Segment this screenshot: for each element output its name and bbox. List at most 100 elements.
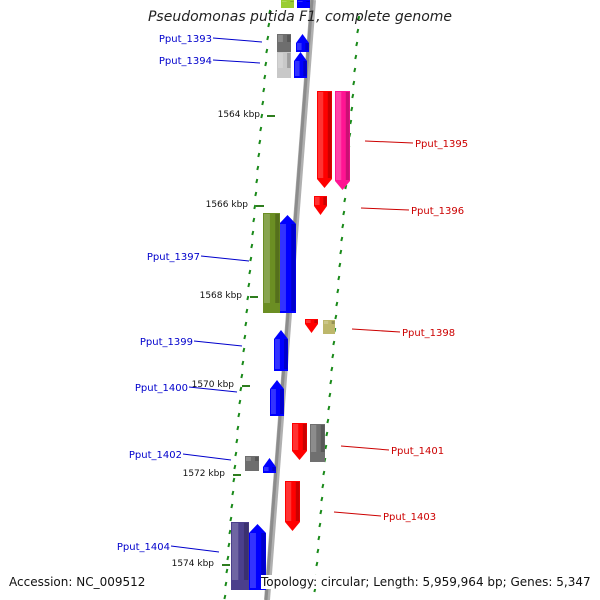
label-leader-line: [170, 545, 220, 553]
gc-dot: [252, 217, 256, 223]
gc-dot: [315, 561, 319, 567]
gc-dot: [328, 392, 332, 398]
gc-dot: [224, 581, 228, 587]
label-leader-line: [212, 59, 261, 64]
gene-label: Pput_1393: [159, 34, 212, 45]
gc-dot: [329, 379, 333, 385]
gc-dot: [263, 74, 267, 80]
gc-dot: [231, 490, 235, 496]
gc-dot: [229, 516, 233, 522]
gene-label: Pput_1395: [415, 139, 468, 150]
gc-dot: [253, 204, 257, 210]
gc-dot: [351, 93, 355, 99]
gc-dot: [246, 295, 250, 301]
gc-dot: [356, 28, 360, 34]
gene-arrow: [292, 423, 307, 460]
gc-dot: [259, 126, 263, 132]
gc-dot: [320, 496, 324, 502]
gc-dot: [268, 9, 272, 15]
gc-dot: [316, 548, 320, 554]
page-title: Pseudomonas putida F1, complete genome: [147, 9, 453, 25]
scale-tick-label: 1570 kbp: [192, 380, 235, 390]
gene-block: [277, 52, 291, 78]
gene-label: Pput_1396: [411, 206, 464, 217]
label-leader-line: [360, 207, 410, 211]
gc-dot: [238, 399, 242, 405]
gc-dot: [330, 366, 334, 372]
gc-dot: [317, 535, 321, 541]
gene-arrow: [294, 52, 307, 78]
gene-arrow: [305, 319, 318, 333]
gc-dot: [234, 451, 238, 457]
label-leader-line: [212, 37, 263, 43]
gc-dot: [228, 529, 232, 535]
scale-tick-label: 1574 kbp: [172, 559, 215, 569]
gc-dot: [241, 360, 245, 366]
gc-dot: [355, 41, 359, 47]
genome-summary: Topology: circular; Length: 5,959,964 bp…: [261, 575, 593, 589]
gc-dot: [265, 48, 269, 54]
gc-dot: [235, 438, 239, 444]
gene-arrow: [317, 91, 332, 188]
gc-dot: [255, 178, 259, 184]
gc-dot: [262, 87, 266, 93]
gc-dot: [247, 282, 251, 288]
gene-label: Pput_1402: [129, 450, 182, 461]
gc-dot: [225, 568, 229, 574]
gc-dot: [248, 269, 252, 275]
gene-label: Pput_1400: [135, 383, 188, 394]
gc-dot: [343, 197, 347, 203]
gene-arrow: [279, 215, 296, 313]
gc-dot: [354, 54, 358, 60]
gc-dot: [340, 236, 344, 242]
gene-block: [274, 330, 288, 371]
gc-dot: [227, 542, 231, 548]
gene-block: [270, 380, 284, 416]
gene-label: Pput_1394: [159, 56, 212, 67]
gc-dot: [226, 555, 230, 561]
gc-dot: [261, 100, 265, 106]
gc-dot: [331, 353, 335, 359]
label-leader-line: [333, 511, 382, 517]
gc-dot: [249, 256, 253, 262]
gc-dot: [245, 308, 249, 314]
gene-arrow: [263, 458, 276, 473]
gc-dot: [251, 230, 255, 236]
gc-dot: [339, 249, 343, 255]
gene-arrow: [249, 524, 266, 590]
gc-dot: [326, 418, 330, 424]
gc-dot: [349, 119, 353, 125]
label-leader-line: [188, 386, 238, 393]
gene-label: Pput_1404: [117, 542, 170, 553]
gene-label: Pput_1398: [402, 328, 455, 339]
gene-block: [314, 196, 327, 215]
gc-dot: [233, 464, 237, 470]
gc-dot: [239, 386, 243, 392]
accession-label: Accession: NC_009512: [9, 575, 146, 589]
gene-block: [263, 213, 280, 313]
genes-layer: [231, 0, 350, 590]
gc-dot: [341, 223, 345, 229]
gc-dot: [256, 165, 260, 171]
gc-dot: [336, 288, 340, 294]
gc-dot: [257, 152, 261, 158]
gc-dot: [243, 334, 247, 340]
gc-dot: [260, 113, 264, 119]
gc-dot: [242, 347, 246, 353]
label-leader-line: [193, 340, 243, 347]
gene-labels: Pput_1393 Pput_1394 Pput_1395 Pput_1396 Pput…: [117, 34, 468, 553]
gc-dot: [337, 275, 341, 281]
gc-dot: [254, 191, 258, 197]
gene-arrow: [297, 0, 310, 8]
gc-dot: [318, 522, 322, 528]
scale-tick-label: 1572 kbp: [183, 469, 226, 479]
gc-dot: [258, 139, 262, 145]
gc-dot: [332, 340, 336, 346]
gc-dot: [342, 210, 346, 216]
scale-tick-label: 1564 kbp: [218, 110, 261, 120]
gc-dot: [232, 477, 236, 483]
gc-dot: [325, 431, 329, 437]
gene-label: Pput_1399: [140, 337, 193, 348]
gc-dot: [230, 503, 234, 509]
